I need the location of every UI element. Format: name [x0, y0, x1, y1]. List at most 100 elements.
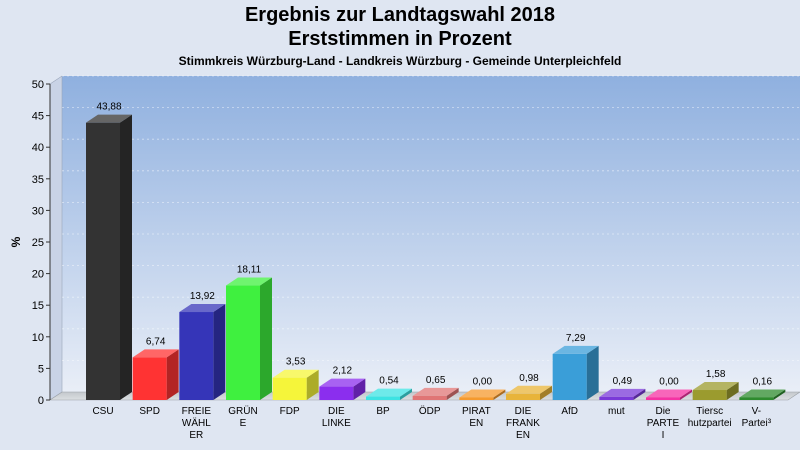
y-tick-label: 30	[32, 205, 44, 217]
bar-top	[459, 389, 506, 398]
y-tick-label: 15	[32, 300, 44, 312]
bar-value-label: 0,16	[753, 376, 773, 387]
bar-value-label: 0,65	[426, 375, 446, 386]
y-tick-label: 45	[32, 111, 44, 123]
bar	[646, 397, 680, 400]
bar-side	[680, 389, 692, 400]
x-tick-label: FREIE	[182, 406, 212, 417]
bar	[506, 393, 540, 400]
bar	[459, 397, 494, 400]
bar-side	[493, 389, 506, 400]
x-tick-label: CSU	[92, 406, 113, 417]
y-tick-label: 10	[32, 332, 44, 344]
y-tick-label: 25	[32, 237, 44, 249]
bar-value-label: 2,12	[333, 366, 353, 377]
bar	[226, 285, 260, 400]
bar	[179, 312, 214, 400]
y-axis-label: %	[9, 236, 23, 247]
bar-side	[166, 349, 179, 400]
bar-side	[353, 378, 366, 400]
x-tick-label: mut	[608, 406, 625, 417]
bar	[599, 396, 634, 400]
x-tick-label: ER	[189, 430, 203, 441]
x-tick-label: hutzpartei	[688, 418, 732, 429]
bar-side	[586, 345, 599, 400]
bar-top	[319, 378, 366, 387]
y-tick-label: 0	[38, 395, 44, 407]
bar	[272, 377, 307, 400]
chart-title-line-2: Erststimmen in Prozent	[288, 28, 512, 50]
chart-title: Ergebnis zur Landtagswahl 2018	[244, 4, 556, 26]
x-tick-label: FRANK	[506, 418, 540, 429]
x-tick-label: DIE	[515, 406, 532, 417]
bar-top	[506, 385, 552, 394]
bar-side	[773, 389, 786, 400]
x-tick-label: EN	[469, 418, 483, 429]
bar-top	[599, 388, 646, 397]
bar-side	[726, 382, 739, 400]
bar-value-label: 1,58	[706, 369, 726, 380]
x-tick-label: Die	[655, 406, 670, 417]
y-tick-label: 5	[38, 363, 44, 375]
bar-top	[86, 114, 132, 123]
bar-top	[272, 369, 319, 378]
x-tick-label: LINKE	[322, 418, 351, 429]
x-tick-label: FDP	[280, 406, 300, 417]
y-tick-label: 20	[32, 269, 44, 281]
bar-value-label: 0,00	[659, 376, 679, 387]
bar-top	[226, 277, 272, 286]
bar-side	[213, 304, 226, 400]
y-tick-label: 35	[32, 174, 44, 186]
bar-top	[552, 345, 599, 354]
x-tick-label: DIE	[328, 406, 345, 417]
x-tick-label: EN	[516, 430, 530, 441]
bar-value-label: 18,11	[237, 265, 262, 276]
x-tick-label: WÄHL	[182, 417, 211, 429]
bar-top	[739, 389, 786, 398]
bar	[552, 353, 587, 400]
bar-value-label: 0,00	[473, 376, 493, 387]
x-tick-label: BP	[376, 406, 390, 417]
x-tick-label: GRÜN	[228, 405, 257, 417]
bar	[366, 396, 400, 400]
y-tick-label: 50	[32, 79, 44, 91]
bar-value-label: 0,49	[613, 376, 633, 387]
bar-side	[540, 385, 552, 400]
x-tick-label: E	[240, 418, 247, 429]
bar	[86, 122, 120, 400]
bar-top	[412, 387, 459, 396]
x-tick-label: AfD	[561, 406, 578, 417]
x-tick-label: V-	[752, 406, 761, 417]
bar	[319, 386, 354, 400]
bar-top	[646, 389, 692, 398]
bar-side	[446, 387, 459, 400]
x-tick-label: PIRAT	[462, 406, 491, 417]
bar-value-label: 7,29	[566, 333, 586, 344]
x-tick-label: ÖDP	[419, 405, 441, 417]
bar-side	[400, 388, 412, 400]
plot-side-wall	[49, 75, 63, 401]
x-tick-label: I	[662, 430, 665, 441]
bar	[739, 397, 774, 400]
chart-subtitle: Stimmkreis Würzburg-Land - Landkreis Wür…	[178, 54, 622, 68]
x-tick-label: Partei³	[742, 418, 772, 429]
bar-side	[120, 114, 132, 400]
bar	[132, 357, 167, 400]
bar-top	[366, 388, 412, 397]
bar-side	[260, 277, 272, 400]
bar-value-label: 0,54	[379, 376, 399, 387]
x-tick-label: SPD	[139, 406, 160, 417]
bar	[692, 390, 727, 400]
bar-top	[179, 304, 226, 313]
x-tick-label: Tiersc	[696, 406, 723, 417]
bar-value-label: 6,74	[146, 336, 166, 347]
bar-value-label: 43,88	[96, 102, 121, 113]
bar-side	[633, 388, 646, 400]
bar-value-label: 3,53	[286, 357, 306, 368]
bar-value-label: 0,98	[519, 373, 539, 384]
bar-top	[692, 382, 739, 391]
bar-value-label: 13,92	[190, 291, 215, 302]
x-tick-label: PARTE	[647, 418, 680, 429]
